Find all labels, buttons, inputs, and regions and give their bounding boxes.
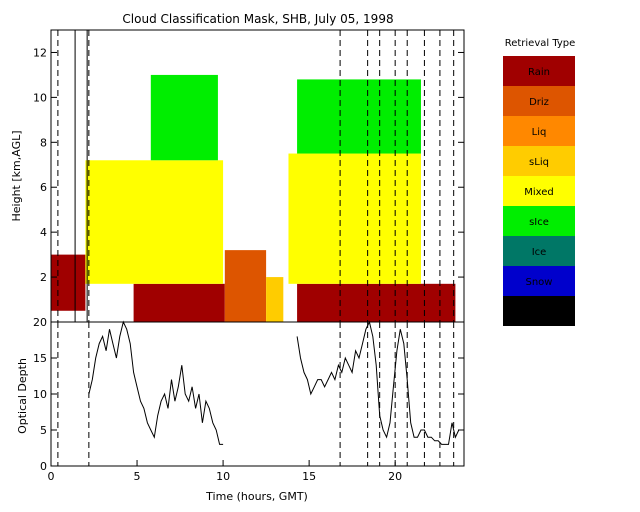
top-y-axis-label: Height [km,AGL] xyxy=(10,130,23,221)
bottom-y-tick-label: 10 xyxy=(33,388,47,401)
legend-label: Uncrt xyxy=(525,307,552,318)
bottom-y-tick-label: 5 xyxy=(40,424,47,437)
optical-depth-line xyxy=(88,320,460,445)
x-axis-label: Time (hours, GMT) xyxy=(205,490,308,503)
legend-swatch xyxy=(503,146,575,176)
legend-label: Ice xyxy=(532,247,547,258)
legend-swatch xyxy=(503,86,575,116)
top-y-tick-label: 8 xyxy=(40,136,47,149)
cloud-region xyxy=(297,79,421,154)
legend-label: Snow xyxy=(526,277,553,288)
legend-label: Rain xyxy=(528,67,550,78)
legend-label: sLiq xyxy=(529,157,549,168)
legend-swatch xyxy=(503,176,575,206)
chart-title: Cloud Classification Mask, SHB, July 05,… xyxy=(122,12,393,26)
legend-label: Mixed xyxy=(524,187,554,198)
bottom-y-tick-label: 15 xyxy=(33,352,47,365)
x-tick-label: 5 xyxy=(134,470,141,483)
cloud-mask-panel: 2 4 6 8 10 12 Height [km,AGL] xyxy=(10,29,465,323)
optical-depth-series xyxy=(88,320,460,445)
bottom-vertical-lines xyxy=(57,322,455,466)
bottom-x-ticks: 0 5 10 15 20 xyxy=(48,460,402,483)
cloud-region xyxy=(150,74,218,161)
x-tick-label: 20 xyxy=(388,470,402,483)
bottom-y-ticks: 0 5 10 15 20 xyxy=(33,316,464,473)
legend-items: Rain Driz Liq sLiq Mixed sIce Ice Snow Uncrt xyxy=(503,56,575,326)
top-y-tick-label: 12 xyxy=(33,46,47,59)
top-y-tick-label: 6 xyxy=(40,181,47,194)
bottom-y-axis-label: Optical Depth xyxy=(16,358,29,434)
top-y-tick-label: 4 xyxy=(40,226,47,239)
cloud-region xyxy=(51,254,86,311)
bottom-y-tick-label: 0 xyxy=(40,460,47,473)
x-tick-label: 15 xyxy=(302,470,316,483)
legend-swatch xyxy=(503,266,575,296)
cloud-region xyxy=(266,277,284,322)
legend-swatch xyxy=(503,56,575,86)
legend-swatch xyxy=(503,116,575,146)
legend-swatch xyxy=(503,236,575,266)
bottom-y-tick-label: 20 xyxy=(33,316,47,329)
x-tick-label: 0 xyxy=(48,470,55,483)
cloud-region xyxy=(297,283,456,322)
cloud-region xyxy=(224,250,267,322)
cloud-region xyxy=(85,160,224,284)
legend-swatch xyxy=(503,296,575,326)
optical-depth-panel: 0 5 10 15 20 0 5 10 15 20 Optical Depth Time (ho… xyxy=(16,316,465,503)
cloud-region xyxy=(133,283,225,322)
top-y-ticks: 2 4 6 8 10 12 xyxy=(33,46,464,284)
cloud-regions xyxy=(51,74,456,322)
legend-swatch xyxy=(503,206,575,236)
top-vertical-lines xyxy=(57,30,455,322)
legend-label: Liq xyxy=(532,127,547,138)
x-tick-label: 10 xyxy=(216,470,230,483)
legend-label: Driz xyxy=(529,97,549,108)
legend-label: sIce xyxy=(529,217,549,228)
legend-title: Retrieval Type xyxy=(505,38,576,49)
cloud-region xyxy=(288,153,421,284)
top-y-tick-label: 10 xyxy=(33,91,47,104)
top-y-tick-label: 2 xyxy=(40,271,47,284)
legend: Retrieval Type Rain Driz Liq sLiq Mixed sIce I… xyxy=(503,38,575,326)
